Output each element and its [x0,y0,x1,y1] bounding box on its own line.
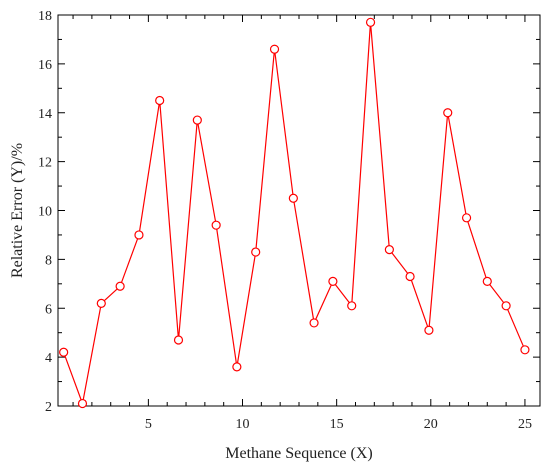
data-point [520,345,530,355]
data-point [482,276,492,286]
data-point [405,271,415,282]
data-point [424,325,434,335]
tick-labels: 5 10 15 20 25 2 4 6 8 10 12 14 16 18 [38,9,532,432]
y-tick-label: 4 [45,351,52,366]
data-point [232,362,242,372]
x-tick-label: 15 [330,417,344,432]
y-tick-label: 12 [38,156,52,171]
x-axis-title: Methane Sequence (X) [225,445,373,462]
data-point [347,301,357,311]
data-point [192,115,202,125]
data-point [384,245,394,255]
x-tick-label: 5 [145,417,152,432]
y-tick-label: 14 [38,107,52,122]
y-tick-label: 2 [45,400,52,415]
data-point [288,193,298,203]
data-point [309,318,319,328]
data-point [501,301,511,311]
data-point [251,247,261,257]
y-tick-label: 16 [38,58,52,73]
y-tick-label: 6 [45,302,52,317]
x-tick-label: 25 [518,417,532,432]
y-axis-title: Relative Error (Y)/% [9,143,26,278]
data-point [59,347,69,357]
data-point [269,44,280,54]
data-point [443,108,453,118]
data-point [134,230,144,240]
x-tick-label: 10 [236,417,250,432]
data-point [328,276,338,286]
data-point [96,298,106,308]
plot-frame [57,14,541,407]
data-point [461,213,472,223]
data-point [365,17,376,27]
x-tick-label: 20 [424,417,438,432]
y-tick-label: 18 [38,9,52,24]
series-line [63,22,526,406]
data-point [155,95,165,106]
axis-ticks [58,14,540,407]
data-points [59,17,530,409]
y-tick-label: 10 [38,205,52,220]
y-tick-label: 8 [45,253,52,268]
data-point [211,220,221,230]
data-point [77,398,88,409]
data-point [173,335,184,345]
data-point [115,281,125,291]
